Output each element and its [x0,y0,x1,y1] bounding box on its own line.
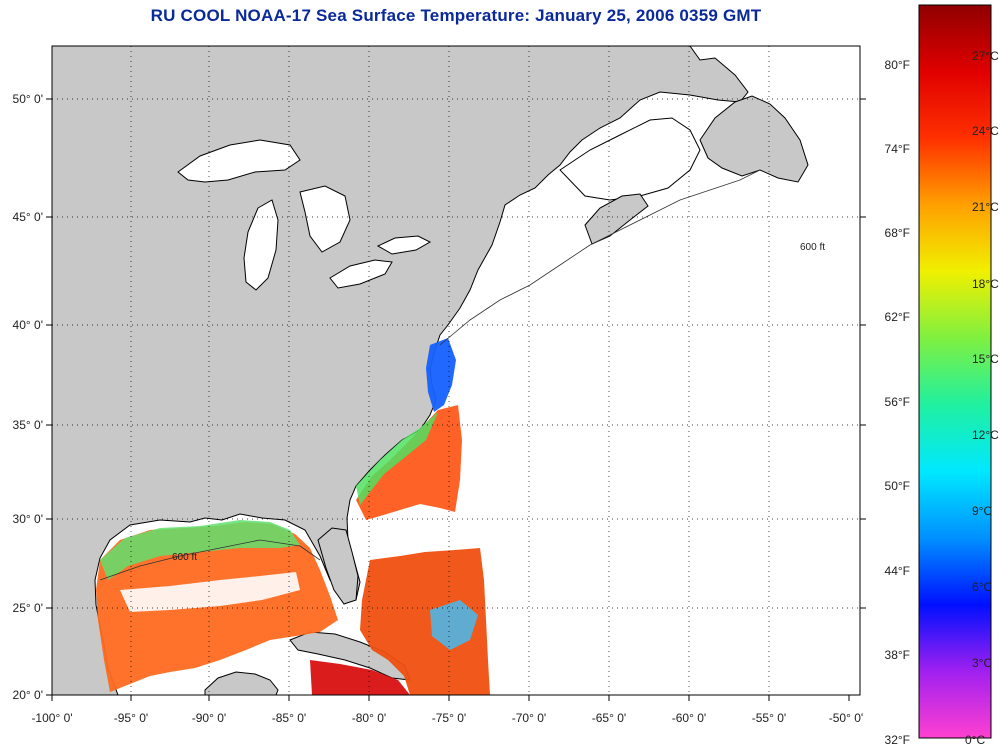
colorbar-label-f: 62°F [885,310,910,324]
colorbar-label-c: 9°C [972,504,992,518]
sst-coastal-cold [426,338,456,412]
colorbar-label-f: 32°F [885,733,910,747]
lon-label: -60° 0' [672,711,706,725]
sst-gulf-shelf-green [100,520,300,580]
sst-caribbean-warm [310,660,410,695]
lon-label: -65° 0' [592,711,626,725]
land-cuba [204,671,279,695]
lat-label: 35° 0' [13,418,43,432]
sst-bahamas [360,548,490,695]
colorbar-label-c: 21°C [972,200,999,214]
lake-superior [177,139,301,183]
colorbar-label-c: 0°C [965,733,985,747]
lat-label: 45° 0' [13,210,43,224]
lat-label: 40° 0' [13,318,43,332]
colorbar-label-f: 50°F [885,479,910,493]
colorbar-label-c: 18°C [972,277,999,291]
colorbar-label-c: 12°C [972,428,999,442]
map-frame [51,45,861,696]
sst-gulf-of-mexico [96,522,338,692]
colorbar-label-c: 27°C [972,49,999,63]
lake-erie [329,259,393,289]
lon-label: -85° 0' [272,711,306,725]
lon-label: -95° 0' [114,711,148,725]
lat-label: 30° 0' [13,512,43,526]
isobath-label-gulf: 600 ft [172,552,197,563]
lake-michigan [243,199,279,291]
colorbar-label-f: 38°F [885,648,910,662]
lon-label: -100° 0' [31,711,72,725]
isobath-600ft-northeast [439,169,761,346]
colorbar-label-c: 15°C [972,352,999,366]
colorbar-label-c: 3°C [972,656,992,670]
colorbar-label-c: 24°C [972,124,999,138]
colorbar-label-f: 74°F [885,142,910,156]
lat-label: 20° 0' [13,688,43,702]
gulf-st-lawrence [559,117,701,201]
isobath-label-northeast: 600 ft [800,242,825,253]
lon-label: -70° 0' [512,711,546,725]
colorbar [918,4,992,739]
sst-gulf-stream [356,405,462,520]
tick-marks [46,98,866,701]
graticule [52,46,860,695]
lake-huron [299,185,351,253]
lake-ontario [376,235,432,255]
isobath-600ft-gulf [99,539,321,581]
lat-label: 25° 0' [13,601,43,615]
lon-label: -55° 0' [752,711,786,725]
lat-label: 50° 0' [13,92,43,106]
lon-label: -50° 0' [829,711,863,725]
map-title: RU COOL NOAA-17 Sea Surface Temperature:… [150,6,762,25]
land-newfoundland [699,95,809,183]
lon-label: -75° 0' [432,711,466,725]
colorbar-label-f: 56°F [885,395,910,409]
colorbar-label-f: 44°F [885,564,910,578]
colorbar-label-f: 68°F [885,226,910,240]
sst-shelf-green [356,412,438,505]
colorbar-label-c: 6°C [972,580,992,594]
lon-label: -90° 0' [192,711,226,725]
sst-gulf-cloud-gap [120,572,300,612]
colorbar-label-f: 80°F [885,58,910,72]
land-florida [317,527,359,605]
sst-bahamas-cool [430,600,478,650]
lon-label: -80° 0' [352,711,386,725]
